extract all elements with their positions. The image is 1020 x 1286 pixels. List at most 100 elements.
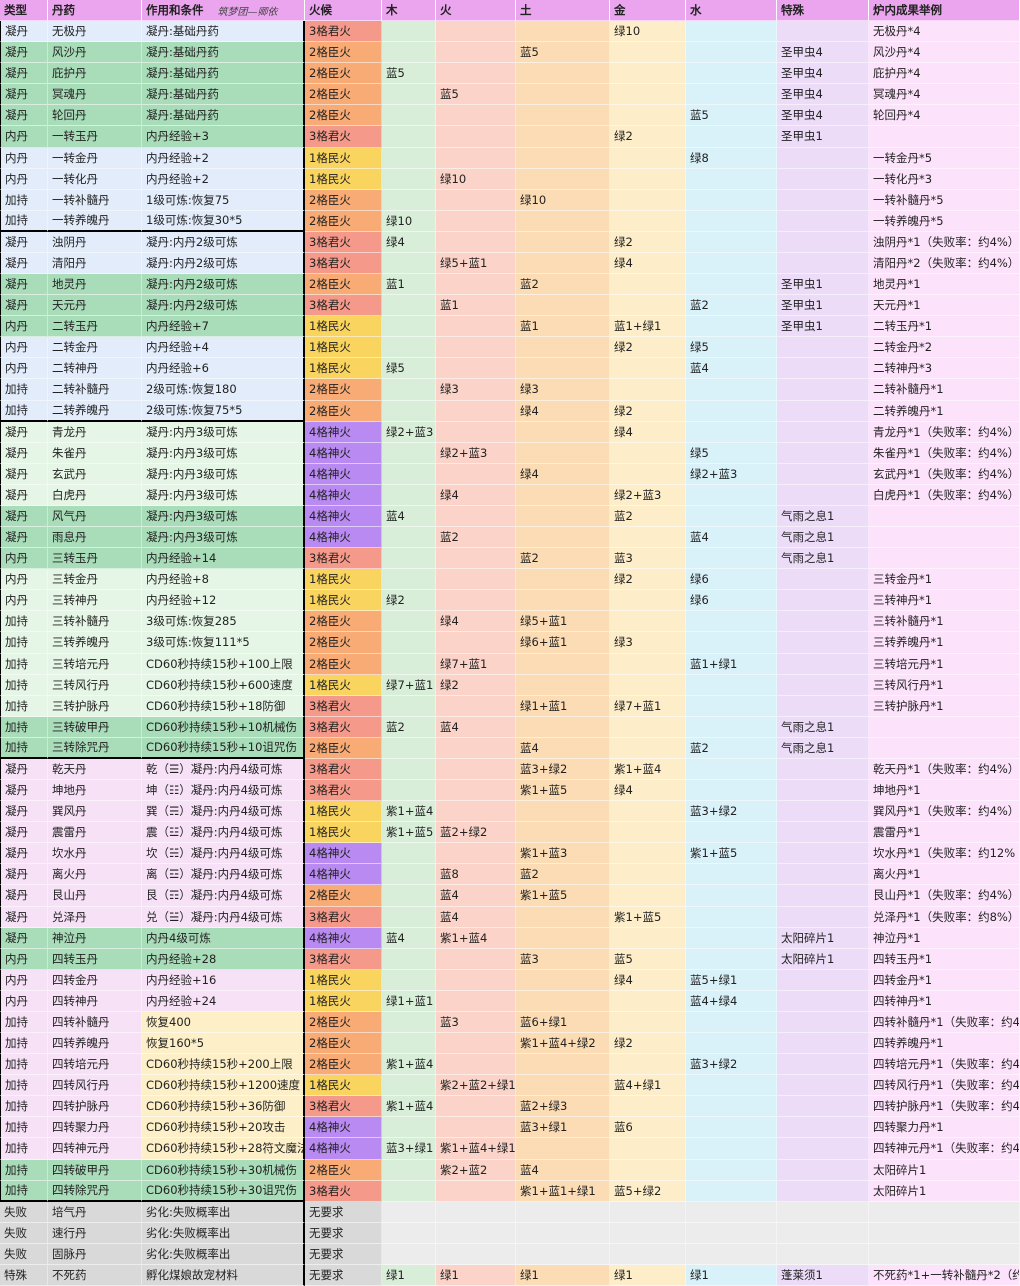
table-cell (436, 505, 516, 527)
table-cell (436, 548, 516, 570)
table-cell: 3格君火 (305, 758, 382, 780)
table-cell: 凝丹 (0, 885, 48, 907)
table-cell (610, 1201, 686, 1223)
table-cell: 三转神丹 (48, 590, 142, 612)
table-cell (382, 885, 436, 907)
table-cell (610, 1096, 686, 1118)
table-cell: 凝丹 (0, 63, 48, 85)
table-cell: 三转除咒丹 (48, 737, 142, 759)
table-cell: CD60秒持续15秒+10机械伤 (142, 716, 305, 738)
table-cell (777, 864, 869, 886)
table-cell (777, 1159, 869, 1181)
table-cell: 内丹 (0, 168, 48, 190)
table-cell (516, 1075, 610, 1097)
table-cell: 1格民火 (305, 358, 382, 380)
table-cell: CD60秒持续15秒+18防御 (142, 695, 305, 717)
table-cell (610, 674, 686, 696)
table-cell: 蓝1 (436, 295, 516, 317)
table-cell: 1格民火 (305, 337, 382, 359)
table-cell (869, 505, 1020, 527)
table-cell: 二转养魄丹*1 (869, 400, 1020, 422)
table-cell: 凝丹 (0, 758, 48, 780)
table-cell (686, 21, 777, 43)
table-cell: 二转神丹 (48, 358, 142, 380)
table-cell (777, 885, 869, 907)
table-cell: 一转养魄丹 (48, 210, 142, 232)
table-cell (382, 1201, 436, 1223)
table-cell: 凝丹 (0, 231, 48, 253)
table-cell: 加持 (0, 1138, 48, 1160)
table-cell: 三转培元丹 (48, 653, 142, 675)
table-cell (436, 63, 516, 85)
table-cell (686, 379, 777, 401)
table-cell: 内丹 (0, 948, 48, 970)
table-cell: 四转神丹 (48, 990, 142, 1012)
table-cell: 加持 (0, 210, 48, 232)
table-cell (686, 421, 777, 443)
table-cell: 蓝5+绿2 (610, 1180, 686, 1202)
table-cell: 离火丹 (48, 864, 142, 886)
table-cell (382, 632, 436, 654)
table-cell: 三转金丹*1 (869, 569, 1020, 591)
table-cell: 加持 (0, 400, 48, 422)
table-cell: 绿2 (436, 674, 516, 696)
table-cell: 绿10 (516, 189, 610, 211)
table-cell: CD60秒持续15秒+36防御 (142, 1096, 305, 1118)
table-cell (869, 1201, 1020, 1223)
table-cell: 凝丹:内丹3级可炼 (142, 527, 305, 549)
table-cell: 白虎丹 (48, 484, 142, 506)
table-cell: 内丹经验+28 (142, 948, 305, 970)
table-cell (610, 147, 686, 169)
table-cell (382, 695, 436, 717)
table-cell: 蓝8 (436, 864, 516, 886)
table-cell (777, 210, 869, 232)
table-cell (777, 337, 869, 359)
table-cell (686, 885, 777, 907)
table-cell: 太阳碎片1 (869, 1159, 1020, 1181)
table-cell: 坤（☷）凝丹:内丹4级可炼 (142, 780, 305, 802)
table-cell: 加持 (0, 1180, 48, 1202)
table-cell: 内丹 (0, 358, 48, 380)
table-cell: 二转补髓丹 (48, 379, 142, 401)
table-cell: 2格臣火 (305, 274, 382, 296)
table-cell (686, 716, 777, 738)
table-cell: 凝丹:内丹3级可炼 (142, 442, 305, 464)
table-cell (516, 1243, 610, 1265)
table-cell: 巽风丹*1（失败率：约4%） (869, 801, 1020, 823)
table-cell: 绿2 (610, 569, 686, 591)
table-cell (686, 210, 777, 232)
table-cell: 蓝4 (516, 737, 610, 759)
table-cell: 凝丹:基础丹药 (142, 42, 305, 64)
table-cell (610, 463, 686, 485)
table-cell (610, 801, 686, 823)
table-cell (686, 758, 777, 780)
table-cell: 凝丹 (0, 505, 48, 527)
table-cell (516, 590, 610, 612)
table-cell: 地灵丹*1 (869, 274, 1020, 296)
table-cell: 绿6+蓝1 (516, 632, 610, 654)
table-cell: 蓝4 (382, 927, 436, 949)
table-cell: 2格臣火 (305, 189, 382, 211)
table-cell: 绿5+蓝1 (516, 611, 610, 633)
table-cell: 蓝1 (382, 274, 436, 296)
table-cell: 玄武丹*1（失败率：约4%） (869, 463, 1020, 485)
table-cell: 紫1+蓝5 (382, 822, 436, 844)
table-cell (516, 421, 610, 443)
table-cell (777, 653, 869, 675)
table-cell: 4格神火 (305, 463, 382, 485)
table-cell: 凝丹:内丹3级可炼 (142, 463, 305, 485)
table-cell: 3格君火 (305, 1180, 382, 1202)
table-cell: 四转聚力丹 (48, 1117, 142, 1139)
column-header: 火 (436, 0, 516, 21)
table-cell: 蓝2 (686, 737, 777, 759)
table-cell (777, 1180, 869, 1202)
table-cell: 浊阴丹 (48, 231, 142, 253)
table-cell: 内丹经验+24 (142, 990, 305, 1012)
table-cell: 二转玉丹*1 (869, 316, 1020, 338)
table-cell: 内丹经验+3 (142, 126, 305, 148)
table-cell: 2格臣火 (305, 1159, 382, 1181)
table-cell: 劣化:失败概率出 (142, 1201, 305, 1223)
table-cell: 绿7+蓝1 (610, 695, 686, 717)
table-cell: 气雨之息1 (777, 737, 869, 759)
